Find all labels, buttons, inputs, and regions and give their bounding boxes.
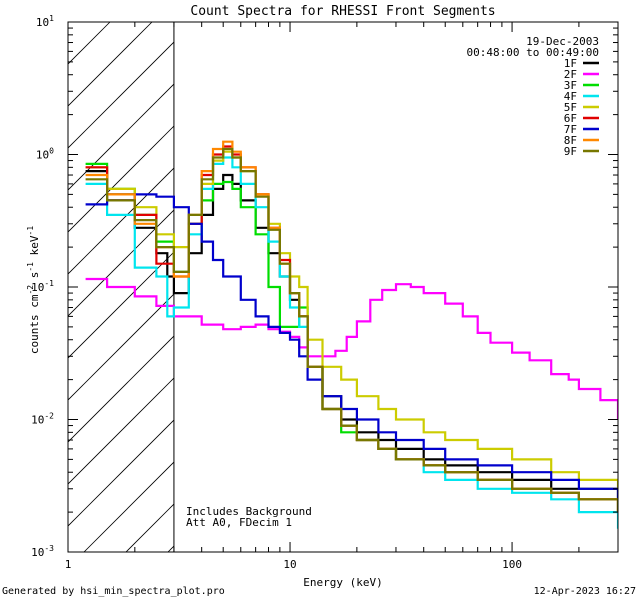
legend-label-2f: 2F bbox=[564, 68, 577, 81]
x-tick-label: 10 bbox=[283, 558, 296, 571]
legend-label-6f: 6F bbox=[564, 112, 577, 125]
y-axis-label: counts cm-2 s-1 keV-1 bbox=[26, 226, 41, 354]
legend-label-1f: 1F bbox=[564, 57, 577, 70]
time-range-label: 00:48:00 to 00:49:00 bbox=[467, 46, 599, 59]
y-tick-label: 10-3 bbox=[31, 544, 54, 559]
axis-ticks bbox=[67, 22, 619, 553]
x-tick-label: 100 bbox=[502, 558, 522, 571]
series-9f-line bbox=[85, 147, 618, 513]
x-tick-label: 1 bbox=[65, 558, 72, 571]
hatch-line bbox=[68, 209, 174, 317]
legend-label-5f: 5F bbox=[564, 101, 577, 114]
legend-label-3f: 3F bbox=[564, 79, 577, 92]
hatch-line bbox=[68, 419, 174, 527]
series-1f-line bbox=[85, 170, 618, 500]
y-tick-label: 10-2 bbox=[31, 412, 54, 427]
y-tick-label: 101 bbox=[36, 14, 54, 29]
hatch-line bbox=[68, 377, 174, 485]
legend-label-4f: 4F bbox=[564, 90, 577, 103]
hatch-line bbox=[68, 41, 174, 149]
y-tick-label: 100 bbox=[36, 147, 54, 162]
annotation-background: Includes Background bbox=[186, 505, 312, 518]
footer-timestamp: 12-Apr-2023 16:27 bbox=[534, 586, 636, 597]
series-group bbox=[85, 140, 618, 529]
annotation-attenuator: Att A0, FDecim 1 bbox=[186, 516, 292, 529]
footer-generated-by: Generated by hsi_min_spectra_plot.pro bbox=[2, 586, 225, 597]
y-tick-label: 10-1 bbox=[31, 279, 54, 294]
hatched-region bbox=[68, 22, 174, 552]
chart-title: Count Spectra for RHESSI Front Segments bbox=[190, 4, 495, 19]
hatch-line bbox=[68, 293, 174, 401]
hatch-line bbox=[83, 461, 174, 552]
series-6f-line bbox=[85, 145, 618, 513]
date-label: 19-Dec-2003 bbox=[526, 35, 599, 48]
series-2f-line bbox=[85, 277, 618, 420]
series-7f-line bbox=[85, 193, 618, 500]
hatch-line bbox=[68, 251, 174, 359]
legend-label-9f: 9F bbox=[564, 145, 577, 158]
legend-label-7f: 7F bbox=[564, 123, 577, 136]
axis-tick-labels: 1 10 100 10-3 10-2 10-1 100 101 bbox=[31, 14, 522, 571]
hatch-line bbox=[68, 83, 174, 191]
legend-label-8f: 8F bbox=[564, 134, 577, 147]
hatch-line bbox=[68, 22, 111, 65]
x-axis-label: Energy (keV) bbox=[303, 576, 382, 589]
series-5f-line bbox=[85, 150, 618, 489]
